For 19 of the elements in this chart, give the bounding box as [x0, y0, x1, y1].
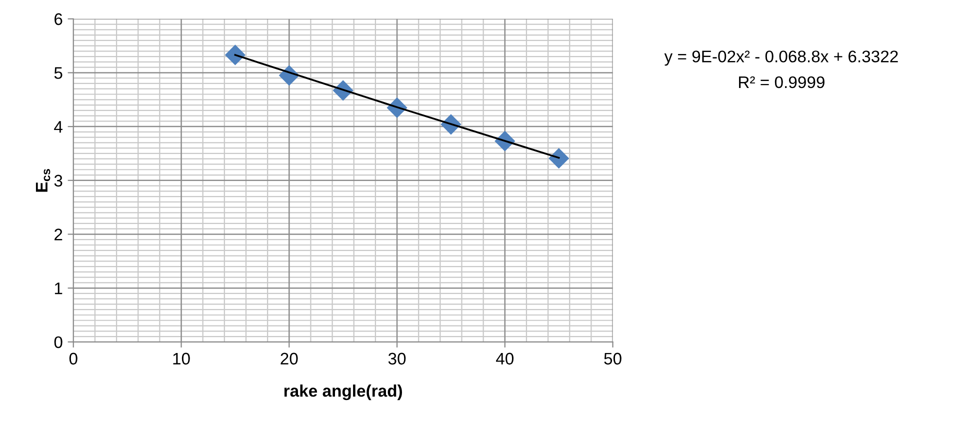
y-tick-label: 1 — [54, 282, 62, 294]
x-tick-label: 0 — [69, 352, 78, 365]
x-tick-label: 10 — [173, 352, 190, 365]
x-tick-label: 30 — [388, 352, 406, 365]
y-axis-title: E$_{cs}$ — [36, 169, 50, 192]
y-tick-label: 0 — [54, 336, 62, 348]
y-tick-label: 6 — [54, 13, 62, 26]
x-tick-label: 40 — [496, 352, 514, 365]
y-tick-label: 2 — [54, 228, 62, 240]
x-axis-title: rake angle(rad) — [284, 384, 402, 400]
x-tick-label: 50 — [604, 352, 622, 365]
y-tick-label: 4 — [54, 121, 62, 133]
text: y = 9E-02x² - 0.068.8x + 6.3322 — [664, 50, 898, 66]
point — [224, 44, 246, 66]
y-tick-label: 3 — [54, 174, 62, 187]
point — [548, 148, 570, 169]
y-tick-label: 5 — [54, 67, 62, 79]
text: R² = 0.9999 — [739, 76, 824, 88]
x-tick-label: 20 — [280, 352, 298, 365]
